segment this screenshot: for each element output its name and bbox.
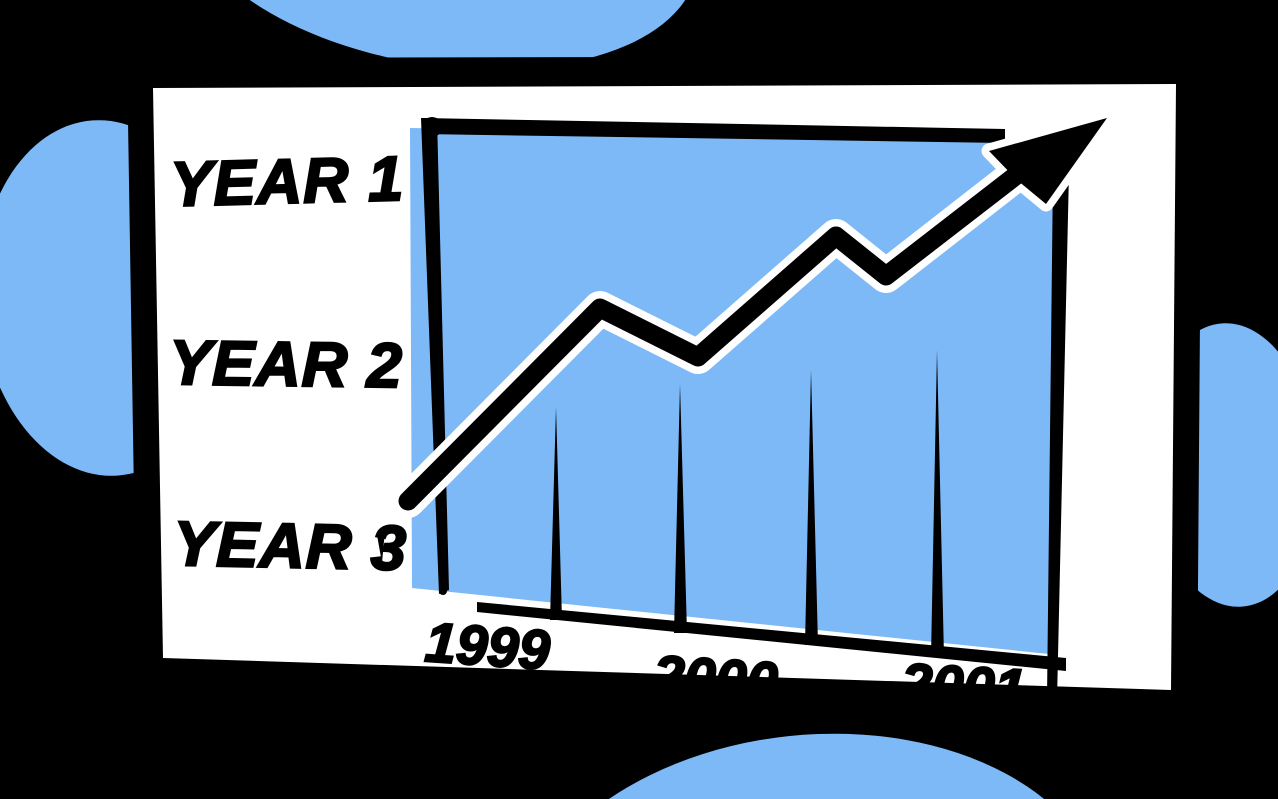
y-axis-label-year1: YEAR 1 bbox=[170, 144, 405, 220]
trend-arrowhead bbox=[989, 118, 1107, 204]
x-tick-3 bbox=[805, 370, 818, 645]
x-axis-line bbox=[477, 602, 1066, 671]
x-axis-label-2000: 2000 bbox=[650, 643, 779, 714]
x-tick-1 bbox=[550, 407, 562, 620]
y-axis-label-year2: YEAR 2 bbox=[169, 328, 404, 401]
plot-top-border bbox=[422, 118, 1005, 143]
x-axis-label-1999: 1999 bbox=[423, 610, 552, 682]
x-tick-4 bbox=[931, 350, 944, 657]
y-axis-line-end bbox=[439, 587, 447, 595]
x-tick-2 bbox=[674, 384, 687, 633]
stray-ink-mark bbox=[377, 530, 385, 563]
plot-right-border bbox=[1047, 172, 1069, 700]
x-axis-label-2001: 2001 bbox=[898, 651, 1027, 720]
trend-line bbox=[398, 150, 1046, 511]
y-axis-label-year3: YEAR 3 bbox=[173, 509, 408, 584]
